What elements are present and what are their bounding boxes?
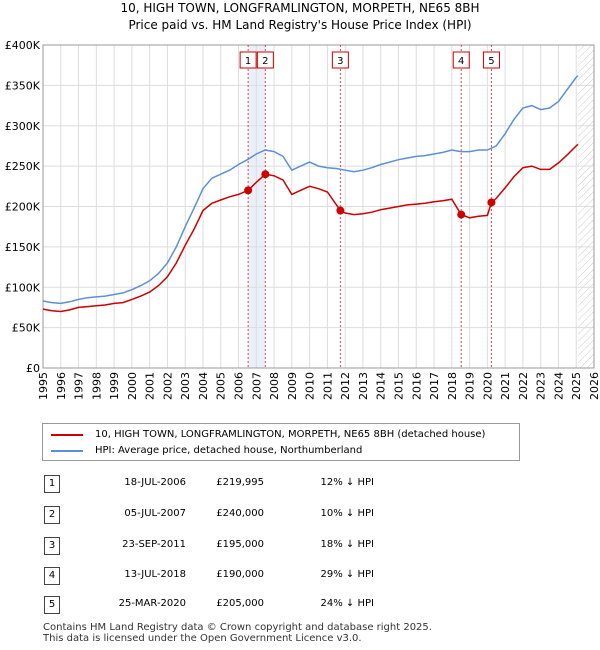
- price-chart: £0 £50K £100K £150K £200K £250K £300K £350K £400…: [5, 39, 600, 400]
- y-tick-label: £100K: [5, 281, 41, 294]
- transaction-price: £190,000: [216, 569, 264, 580]
- sale-label-box: [452, 51, 470, 69]
- sale-point: [457, 210, 466, 219]
- transaction-price: £219,995: [216, 477, 264, 488]
- x-tick-label: 2020: [481, 372, 494, 400]
- x-tick-label: 2002: [161, 372, 174, 400]
- x-tick-label: 1995: [37, 372, 50, 400]
- transaction-date: 23-SEP-2011: [122, 539, 186, 550]
- x-tick-label: 1997: [73, 372, 86, 400]
- sale-label: 4: [458, 56, 464, 67]
- x-tick-label: 2016: [410, 372, 423, 400]
- table-row: 4 13-JUL-2018 £190,000 29% ↓ HPI: [0, 567, 600, 585]
- transaction-date: 25-MAR-2020: [118, 598, 186, 609]
- y-tick-label: £50K: [12, 322, 41, 335]
- transaction-date: 05-JUL-2007: [124, 508, 186, 519]
- transaction-hpi-diff: 10% ↓ HPI: [320, 508, 374, 519]
- sale-label-box: [256, 51, 274, 69]
- x-tick-label: 2003: [179, 372, 192, 400]
- sale-label: 1: [245, 56, 251, 67]
- legend-swatch-property: [51, 434, 83, 436]
- sale-label: 3: [337, 56, 343, 67]
- x-tick-label: 2012: [339, 372, 352, 400]
- x-tick-label: 2007: [250, 372, 263, 400]
- transaction-number: 1: [44, 475, 60, 493]
- x-tick-label: 2021: [499, 372, 512, 400]
- hpi-line: [42, 75, 579, 305]
- x-tick-label: 2001: [144, 372, 157, 400]
- y-tick-label: £250K: [5, 160, 41, 173]
- x-tick-label: 1998: [90, 372, 103, 400]
- x-tick-label: 2005: [215, 372, 228, 400]
- chart-legend: 10, HIGH TOWN, LONGFRAMLINGTON, MORPETH,…: [42, 423, 520, 461]
- x-tick-label: 1999: [108, 372, 121, 400]
- x-tick-label: 2024: [552, 372, 565, 400]
- x-tick-label: 2006: [233, 372, 246, 400]
- sale-label-box: [482, 51, 500, 69]
- transaction-number: 2: [44, 506, 60, 524]
- sale-label-box: [331, 51, 349, 69]
- footer-attribution: Contains HM Land Registry data © Crown c…: [43, 622, 432, 644]
- x-tick-label: 2013: [357, 372, 370, 400]
- legend-label-property: 10, HIGH TOWN, LONGFRAMLINGTON, MORPETH,…: [95, 429, 486, 440]
- plot-border: [42, 44, 595, 369]
- x-tick-label: 2022: [517, 372, 530, 400]
- y-tick-label: £350K: [5, 79, 41, 92]
- x-tick-label: 1996: [55, 372, 68, 400]
- x-tick-label: 2008: [268, 372, 281, 400]
- sale-point: [336, 206, 345, 215]
- chart-title-line1: 10, HIGH TOWN, LONGFRAMLINGTON, MORPETH,…: [120, 1, 480, 15]
- property-price-line: [42, 143, 579, 313]
- sale-label: 2: [262, 56, 268, 67]
- transaction-date: 13-JUL-2018: [124, 569, 186, 580]
- legend-label-hpi: HPI: Average price, detached house, Nort…: [95, 445, 363, 456]
- y-tick-label: £0: [26, 362, 40, 375]
- legend-swatch-hpi: [51, 450, 83, 452]
- transaction-number: 4: [44, 567, 60, 585]
- y-tick-label: £150K: [5, 241, 41, 254]
- x-tick-label: 2017: [428, 372, 441, 400]
- x-tick-label: 2009: [286, 372, 299, 400]
- transaction-price: £240,000: [216, 508, 264, 519]
- x-tick-label: 2000: [126, 372, 139, 400]
- sale-label: 5: [488, 56, 494, 67]
- x-tick-label: 2015: [392, 372, 405, 400]
- transaction-date: 18-JUL-2006: [124, 477, 186, 488]
- x-tick-label: 2026: [588, 372, 600, 400]
- sale-point: [487, 198, 496, 207]
- sale-point: [261, 170, 270, 179]
- transaction-number: 3: [44, 537, 60, 555]
- chart-title-line2: Price paid vs. HM Land Registry's House …: [128, 18, 472, 32]
- x-tick-label: 2010: [304, 372, 317, 400]
- transaction-price: £195,000: [216, 539, 264, 550]
- transaction-hpi-diff: 18% ↓ HPI: [320, 539, 374, 550]
- table-row: 1 18-JUL-2006 £219,995 12% ↓ HPI: [0, 475, 600, 493]
- transaction-price: £205,000: [216, 598, 264, 609]
- transaction-number: 5: [44, 596, 60, 614]
- table-row: 3 23-SEP-2011 £195,000 18% ↓ HPI: [0, 537, 600, 555]
- x-tick-label: 2018: [446, 372, 459, 400]
- y-tick-label: £200K: [5, 201, 41, 214]
- x-tick-label: 2011: [321, 372, 334, 400]
- table-row: 5 25-MAR-2020 £205,000 24% ↓ HPI: [0, 596, 600, 614]
- x-tick-label: 2023: [535, 372, 548, 400]
- table-row: 2 05-JUL-2007 £240,000 10% ↓ HPI: [0, 506, 600, 524]
- sale-point: [244, 186, 253, 195]
- x-tick-label: 2025: [570, 372, 583, 400]
- y-tick-label: £300K: [5, 120, 41, 133]
- x-tick-label: 2004: [197, 372, 210, 400]
- x-tick-label: 2014: [375, 372, 388, 400]
- sale-label-box: [239, 51, 257, 69]
- transaction-hpi-diff: 12% ↓ HPI: [320, 477, 374, 488]
- y-tick-label: £400K: [5, 39, 41, 52]
- x-tick-label: 2019: [464, 372, 477, 400]
- transaction-hpi-diff: 29% ↓ HPI: [320, 569, 374, 580]
- transaction-hpi-diff: 24% ↓ HPI: [320, 598, 374, 609]
